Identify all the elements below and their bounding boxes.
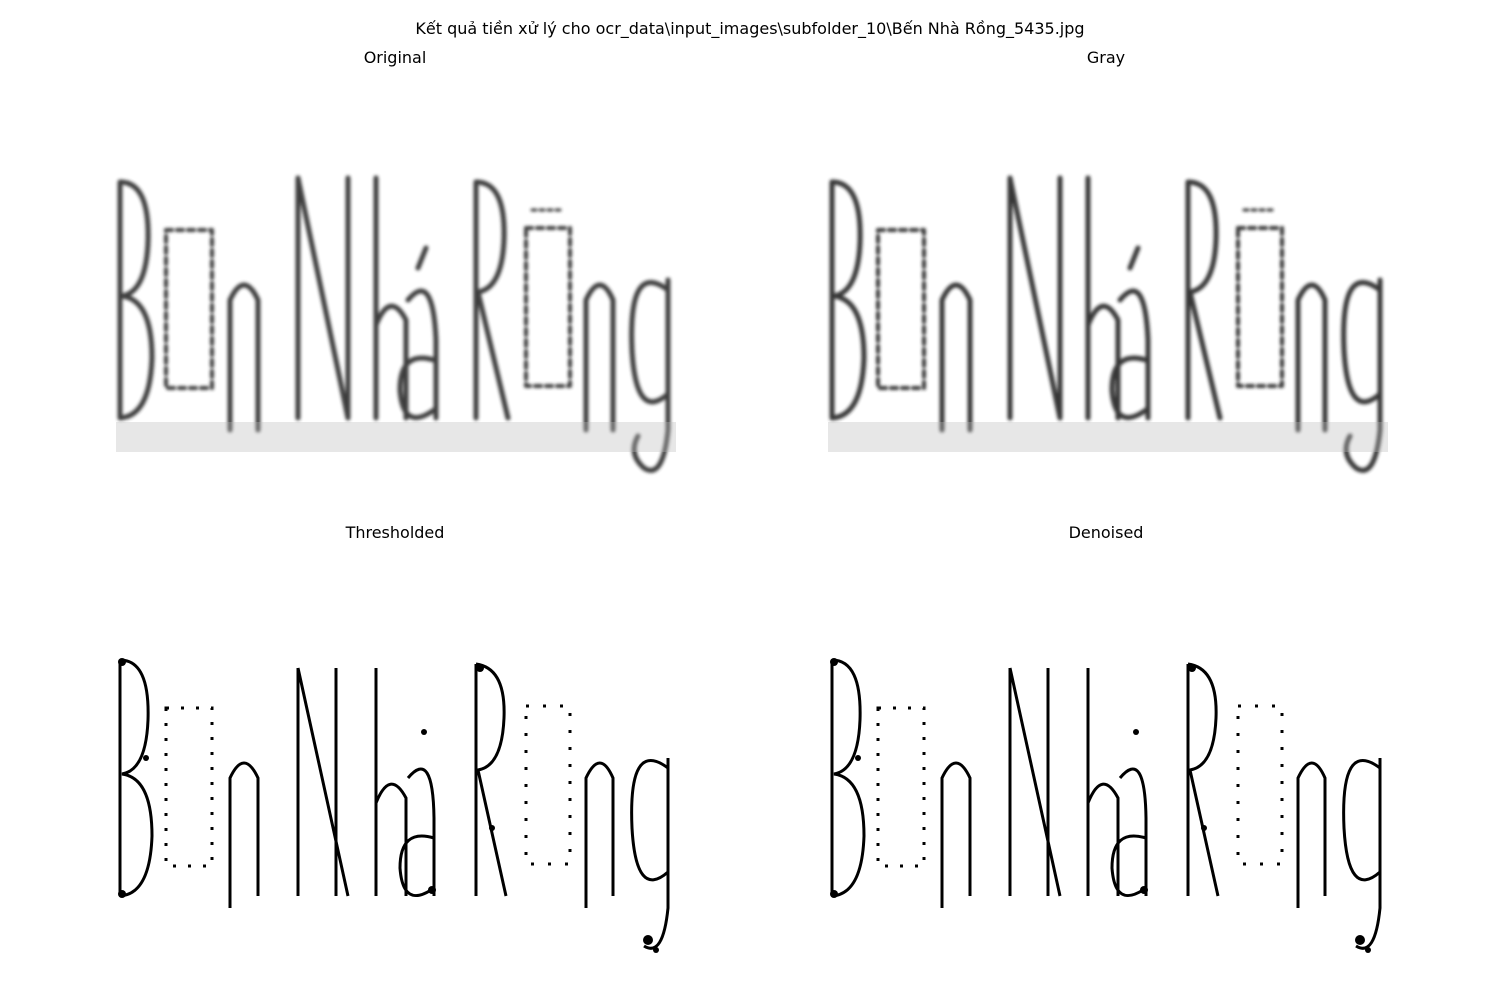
panel-image-denoised bbox=[820, 628, 1400, 998]
panel-title-original: Original bbox=[363, 48, 427, 67]
panel-image-original bbox=[108, 150, 688, 520]
panel-image-gray bbox=[820, 150, 1400, 520]
panel-title-denoised: Denoised bbox=[1068, 523, 1144, 542]
panel-title-gray: Gray bbox=[1086, 48, 1126, 67]
panel-image-thresholded bbox=[108, 628, 688, 998]
panel-title-thresholded: Thresholded bbox=[345, 523, 445, 542]
figure-suptitle: Kết quả tiền xử lý cho ocr_data\input_im… bbox=[415, 19, 1085, 38]
